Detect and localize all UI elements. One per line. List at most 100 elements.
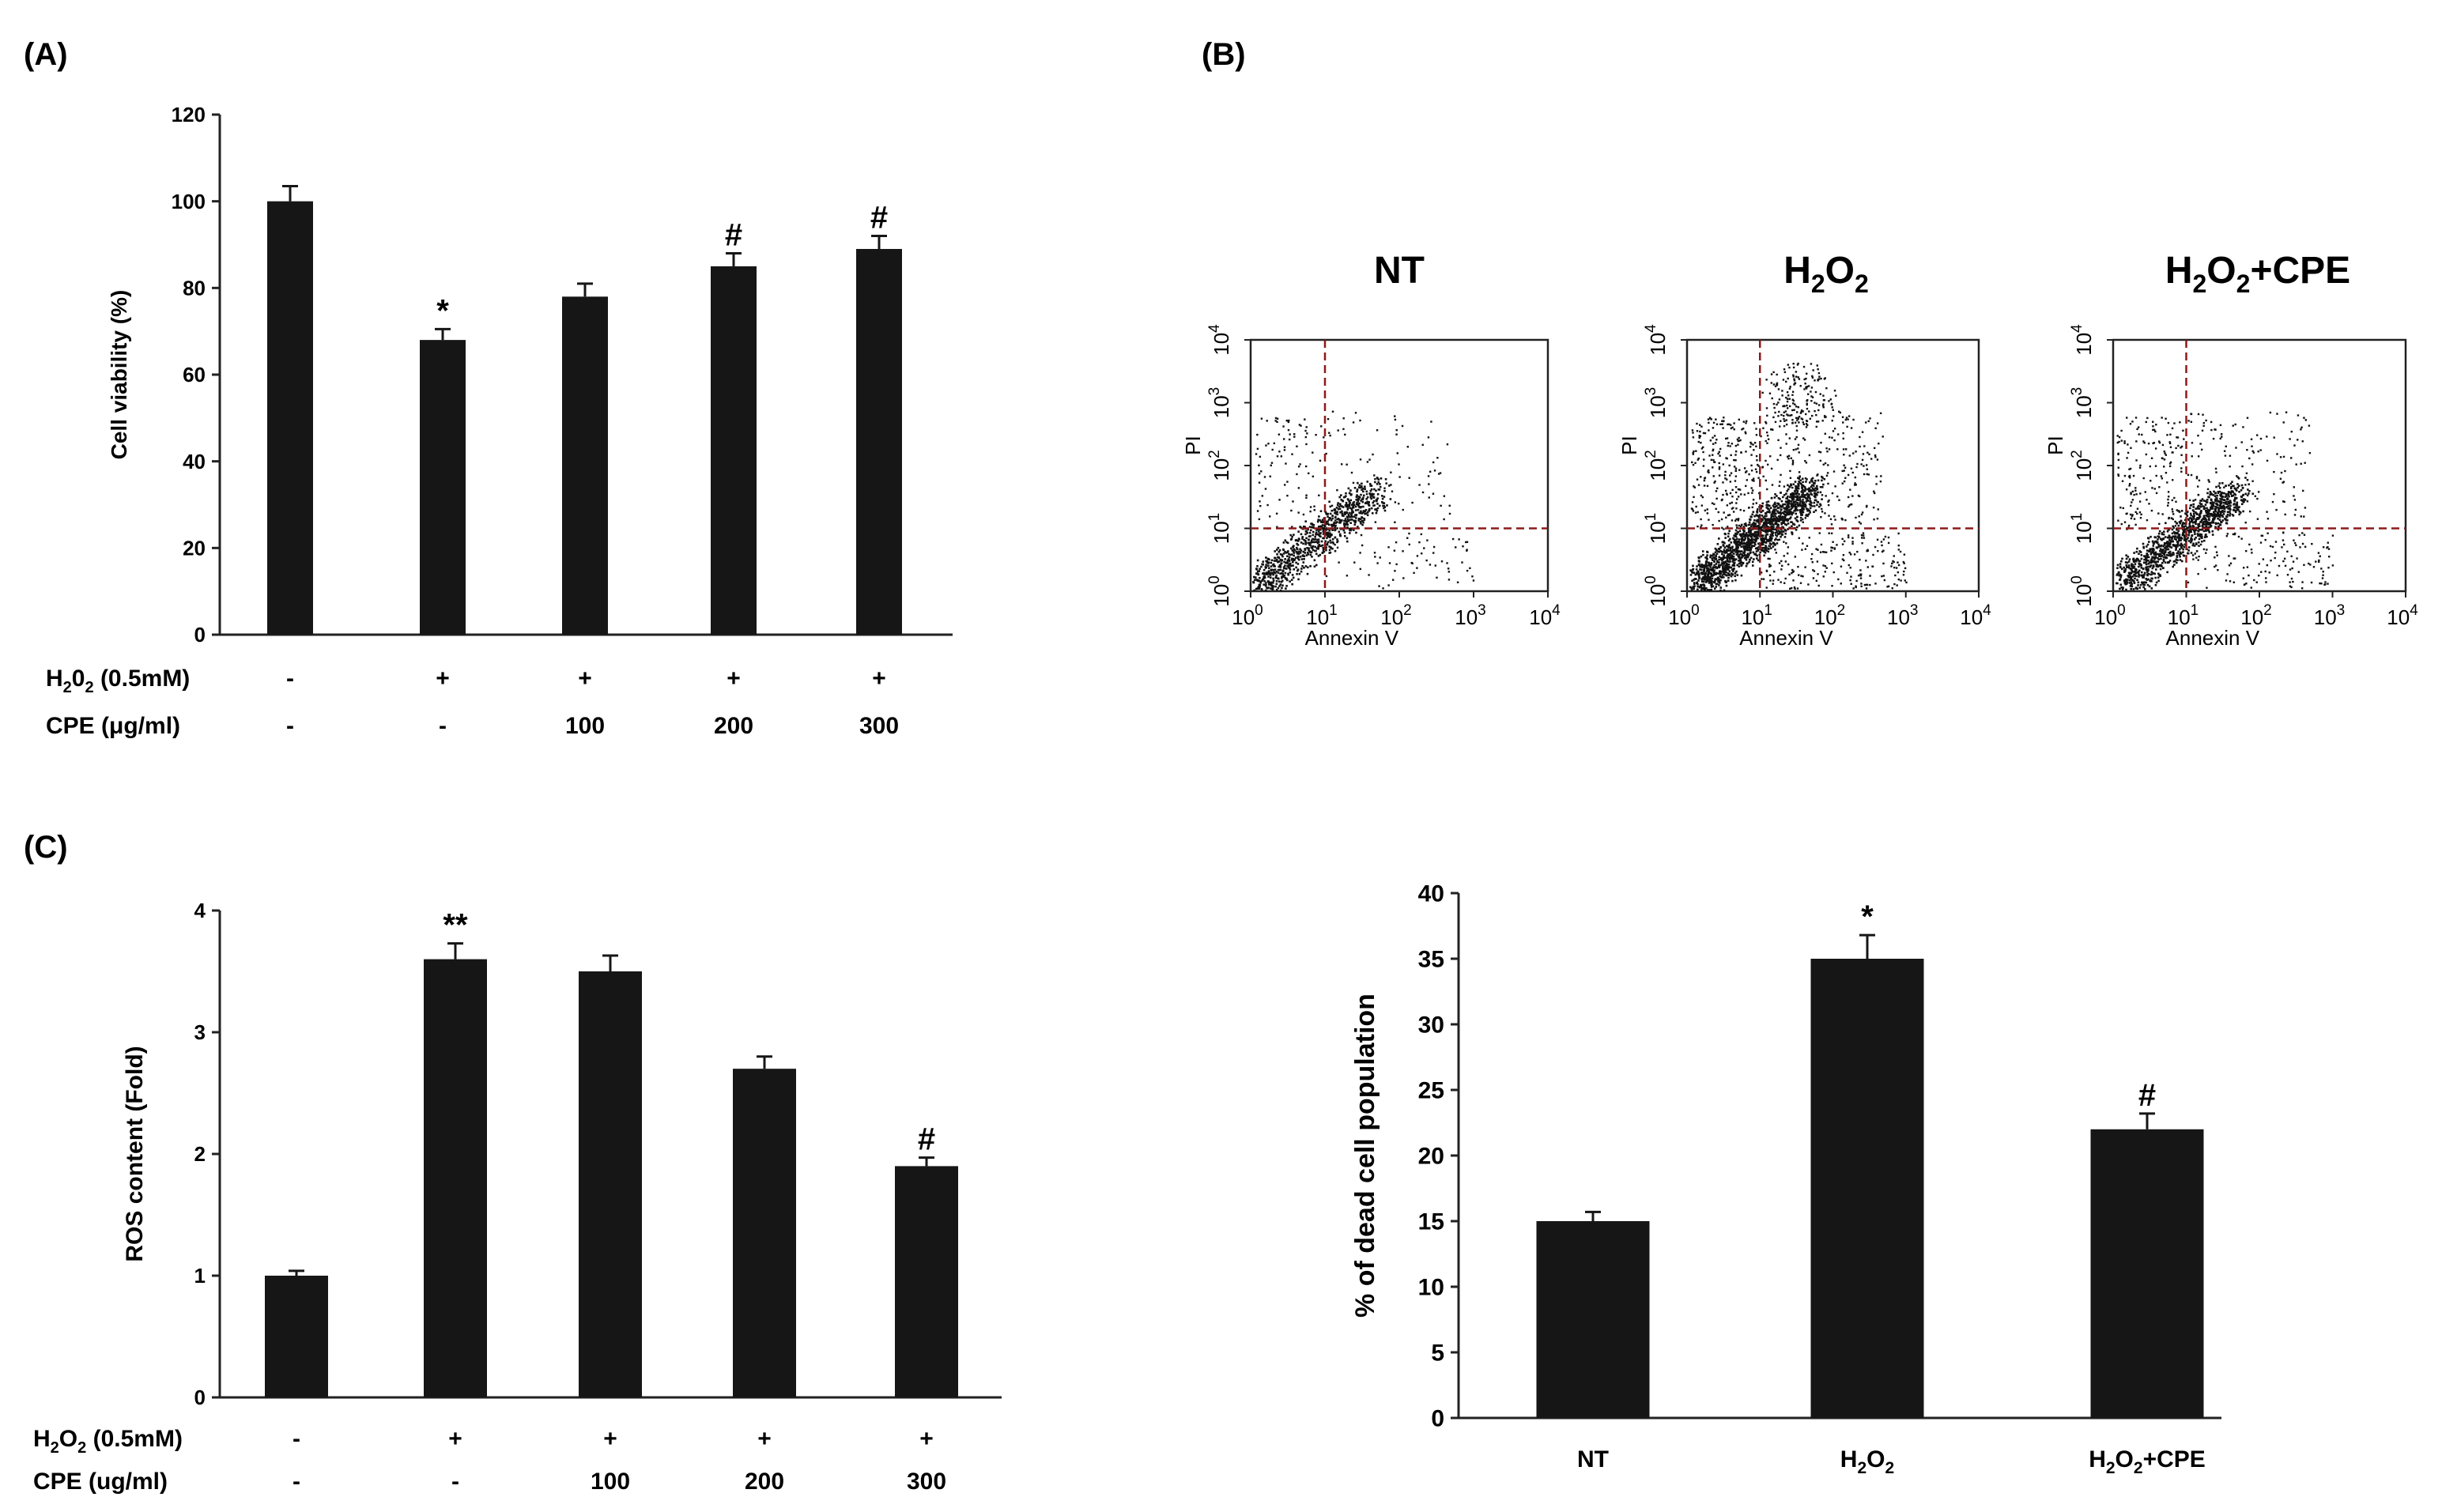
event-dot (1384, 477, 1387, 481)
event-dot (1343, 522, 1346, 525)
event-dot (1802, 518, 1804, 521)
event-dot (1790, 505, 1793, 507)
event-dot (1799, 385, 1802, 387)
event-dot (1788, 485, 1791, 488)
event-dot (1269, 576, 1272, 579)
event-dot (1448, 504, 1451, 507)
event-dot (1814, 487, 1817, 489)
event-dot (1697, 575, 1700, 578)
event-dot (2217, 485, 2220, 488)
superscript: 4 (1643, 324, 1659, 333)
event-dot (1859, 577, 1863, 579)
event-dot (1753, 552, 1756, 556)
event-dot (1831, 492, 1834, 495)
event-dot (1278, 499, 1281, 501)
event-dot (1402, 508, 1404, 511)
event-dot (1725, 551, 1728, 554)
event-dot (2210, 428, 2213, 432)
event-dot (1697, 440, 1700, 443)
event-dot (1876, 422, 1879, 424)
event-dot (1746, 556, 1749, 559)
event-dot (2241, 487, 2244, 489)
event-dot (1711, 569, 1713, 571)
event-dot (2210, 502, 2213, 505)
event-dot (1282, 566, 1285, 568)
event-dot (1792, 579, 1795, 582)
event-dot (1285, 585, 1288, 587)
event-dot (1346, 540, 1349, 543)
event-dot (1344, 518, 1347, 520)
event-dot (2180, 515, 2182, 518)
event-dot (1741, 542, 1744, 545)
event-dot (2155, 492, 2158, 495)
event-dot (1256, 579, 1259, 582)
event-dot (1734, 535, 1737, 537)
event-dot (2180, 467, 2183, 469)
event-dot (1815, 425, 1817, 428)
event-dot (2182, 548, 2184, 551)
event-dot (2227, 491, 2230, 493)
event-dot (1704, 571, 1707, 575)
event-dot (2218, 515, 2221, 518)
event-dot (1336, 538, 1338, 541)
event-dot (2225, 500, 2228, 503)
event-dot (1745, 543, 1748, 546)
event-dot (1312, 537, 1314, 541)
event-dot (1765, 459, 1767, 462)
event-dot (1267, 558, 1270, 560)
y-axis-label: PI (2044, 436, 2067, 455)
event-dot (2161, 555, 2164, 557)
event-dot (1780, 413, 1783, 417)
text-span: O (2116, 1446, 2134, 1472)
event-dot (1783, 368, 1786, 371)
event-dot (2234, 511, 2237, 514)
event-dot (1371, 492, 1373, 496)
event-dot (2226, 503, 2229, 506)
event-dot (2129, 575, 2131, 578)
event-dot (1715, 565, 1717, 568)
superscript: 0 (1206, 575, 1223, 584)
event-dot (1859, 522, 1862, 525)
event-dot (1795, 405, 1798, 408)
event-dot (1299, 552, 1302, 554)
event-dot (2221, 507, 2223, 510)
superscript: 1 (1206, 513, 1223, 522)
event-dot (1746, 534, 1748, 537)
event-dot (1770, 373, 1773, 375)
superscript: 1 (1643, 513, 1659, 522)
event-dot (2205, 419, 2207, 422)
event-dot (1394, 501, 1397, 503)
event-dot (1784, 577, 1787, 580)
event-dot (2145, 566, 2147, 569)
event-dot (1765, 570, 1768, 572)
event-dot (2125, 580, 2128, 583)
event-dot (1326, 513, 1328, 516)
event-dot (1746, 541, 1749, 544)
event-dot (1811, 505, 1814, 507)
event-dot (1778, 398, 1781, 401)
event-dot (2201, 525, 2204, 527)
event-dot (1778, 515, 1780, 518)
category-label: H2O2 (1840, 1446, 1894, 1477)
event-dot (1262, 560, 1265, 563)
event-dot (2293, 444, 2296, 447)
event-dot (1330, 504, 1334, 507)
event-dot (1259, 580, 1263, 583)
event-dot (1805, 496, 1807, 500)
event-dot (1756, 511, 1758, 513)
event-dot (2167, 541, 2170, 545)
event-dot (1786, 503, 1789, 506)
event-dot (1274, 565, 1276, 567)
event-dot (1855, 586, 1857, 589)
event-dot (1874, 456, 1877, 458)
event-dot (1749, 523, 1751, 526)
event-dot (1276, 420, 1278, 424)
event-dot (1306, 547, 1308, 549)
bar (1536, 1221, 1650, 1418)
event-dot (1288, 560, 1291, 562)
event-dot (1278, 564, 1281, 567)
event-dot (1897, 571, 1900, 574)
event-dot (1791, 531, 1793, 534)
event-dot (1350, 518, 1353, 521)
event-dot (1699, 568, 1701, 571)
